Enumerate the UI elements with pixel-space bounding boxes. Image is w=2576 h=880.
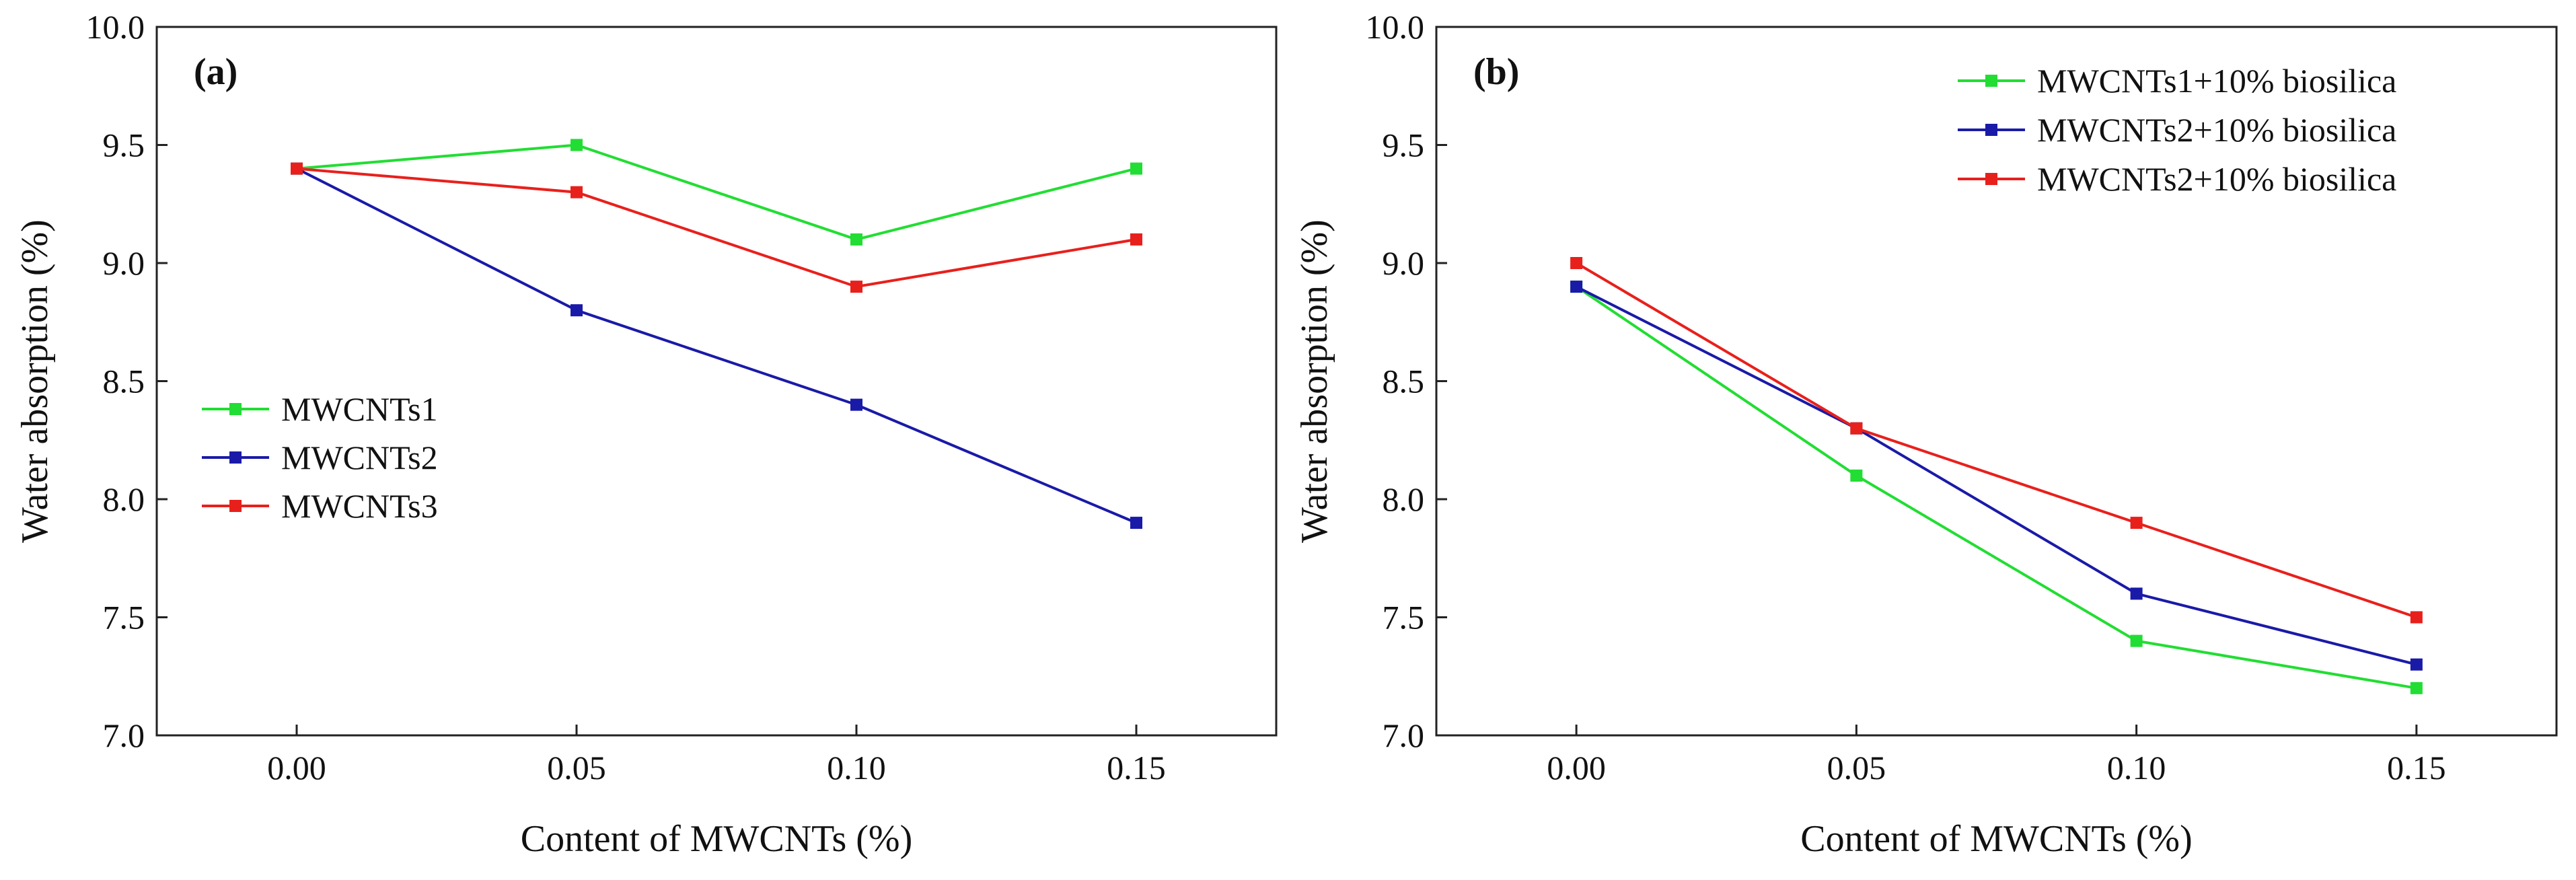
legend: MWCNTs1+10% biosilica MWCNTs2+10% biosili… bbox=[1958, 62, 2396, 198]
data-point bbox=[850, 233, 862, 246]
y-tick-label: 7.0 bbox=[103, 717, 145, 754]
x-tick-label: 0.05 bbox=[1827, 749, 1886, 786]
x-tick-label: 0.05 bbox=[547, 749, 606, 786]
y-tick-label: 9.0 bbox=[1383, 244, 1425, 282]
legend-marker bbox=[229, 403, 242, 415]
y-tick-label: 8.0 bbox=[1383, 480, 1425, 518]
y-tick-label: 7.5 bbox=[103, 599, 145, 636]
legend-label: MWCNTs3 bbox=[281, 487, 438, 525]
data-point bbox=[1570, 257, 1583, 269]
x-axis-title: Content of MWCNTs (%) bbox=[521, 818, 912, 860]
x-tick-label: 0.00 bbox=[267, 749, 326, 786]
data-point bbox=[2130, 634, 2143, 647]
legend-label: MWCNTs2 bbox=[281, 439, 438, 476]
series-line-2 bbox=[296, 167, 1137, 524]
data-point bbox=[1130, 233, 1142, 246]
legend-marker bbox=[1985, 124, 1997, 136]
y-axis-title: Water absorption (%) bbox=[14, 219, 56, 543]
data-point bbox=[571, 139, 583, 151]
y-tick-label: 8.0 bbox=[103, 480, 145, 518]
series-line-3 bbox=[296, 167, 1137, 289]
data-point bbox=[2410, 658, 2423, 671]
x-tick-label: 0.15 bbox=[1107, 749, 1166, 786]
x-axis-title: Content of MWCNTs (%) bbox=[1800, 818, 2192, 860]
legend-marker bbox=[1985, 173, 1997, 185]
panel-label: (b) bbox=[1473, 51, 1519, 93]
legend-label: MWCNTs1 bbox=[281, 390, 438, 428]
y-tick-label: 8.5 bbox=[1383, 363, 1425, 400]
data-point bbox=[2410, 682, 2423, 694]
series-line-3 bbox=[1576, 262, 2417, 619]
y-tick-label: 8.5 bbox=[103, 363, 145, 400]
panel-label: (a) bbox=[194, 51, 237, 93]
y-tick-label: 9.5 bbox=[103, 126, 145, 164]
series-line-1 bbox=[1576, 285, 2417, 690]
data-point bbox=[1130, 162, 1142, 175]
legend-label: MWCNTs2+10% biosilica bbox=[2037, 160, 2396, 198]
chart-panel-a: 7.0 7.5 8.0 8.5 9.0 9.5 10.0 0.00 0.05 0.10 0.15 Co… bbox=[14, 8, 1278, 860]
legend-marker bbox=[1985, 75, 1997, 87]
x-tick-label: 0.15 bbox=[2387, 749, 2446, 786]
data-point bbox=[2410, 611, 2423, 624]
data-point bbox=[571, 304, 583, 317]
legend-label: MWCNTs2+10% biosilica bbox=[2037, 111, 2396, 149]
y-tick-label: 7.0 bbox=[1383, 717, 1425, 754]
data-point bbox=[1850, 469, 1863, 482]
data-point bbox=[571, 186, 583, 198]
x-tick-label: 0.10 bbox=[2107, 749, 2166, 786]
y-tick-label: 10.0 bbox=[86, 8, 145, 46]
legend-label: MWCNTs1+10% biosilica bbox=[2037, 62, 2396, 100]
data-point bbox=[291, 162, 303, 175]
x-tick-label: 0.10 bbox=[827, 749, 886, 786]
data-point bbox=[850, 281, 862, 293]
data-point bbox=[1130, 517, 1142, 529]
legend: MWCNTs1 MWCNTs2 MWCNTs3 bbox=[202, 390, 438, 525]
chart-panel-b: 7.0 7.5 8.0 8.5 9.0 9.5 10.0 0.00 0.05 0.10 0.15 Co… bbox=[1294, 8, 2558, 860]
data-point bbox=[1850, 422, 1863, 435]
data-point bbox=[1570, 281, 1583, 293]
series-line-2 bbox=[1576, 285, 2417, 666]
y-tick-label: 10.0 bbox=[1366, 8, 1425, 46]
data-point bbox=[850, 398, 862, 411]
series-line-1 bbox=[296, 143, 1137, 241]
x-tick-label: 0.00 bbox=[1547, 749, 1606, 786]
data-point bbox=[2130, 587, 2143, 600]
y-tick-label: 9.0 bbox=[103, 244, 145, 282]
data-point bbox=[2130, 517, 2143, 529]
legend-marker bbox=[229, 451, 242, 464]
y-tick-label: 9.5 bbox=[1383, 126, 1425, 164]
legend-marker bbox=[229, 500, 242, 512]
y-axis-title: Water absorption (%) bbox=[1294, 219, 1335, 543]
y-tick-label: 7.5 bbox=[1383, 599, 1425, 636]
